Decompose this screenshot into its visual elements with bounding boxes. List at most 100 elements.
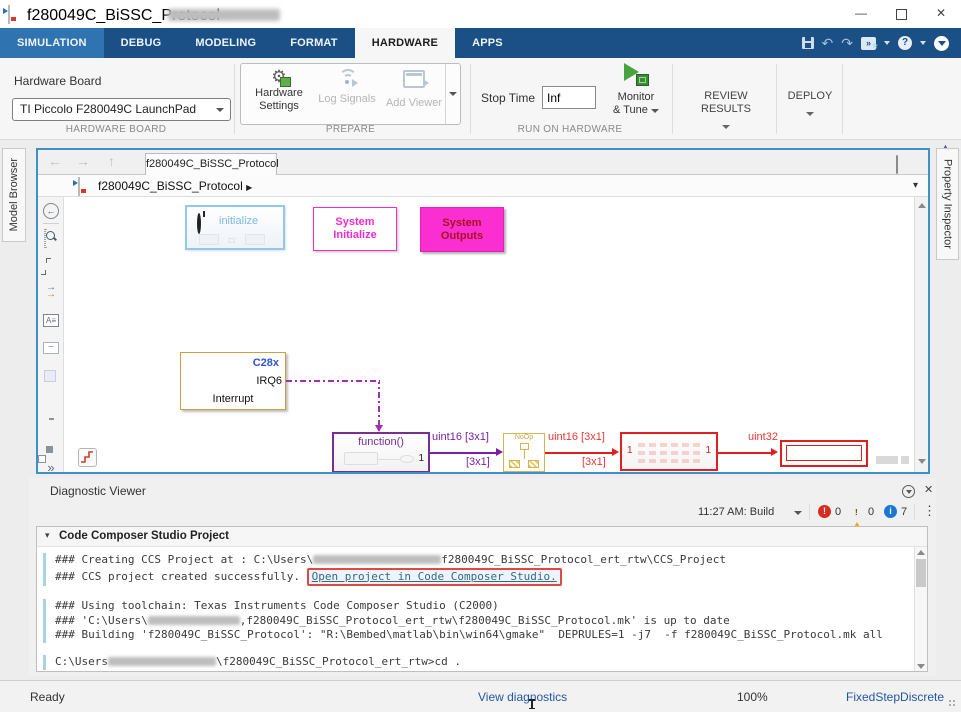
help-caret-icon[interactable]: [920, 41, 926, 45]
minimize-toolstrip-icon[interactable]: [934, 35, 949, 51]
info-icon[interactable]: i: [884, 505, 897, 518]
area-icon[interactable]: [44, 370, 56, 382]
diagnostic-viewer-title: Diagnostic Viewer: [50, 484, 146, 498]
scroll-up-icon[interactable]: [917, 550, 925, 555]
deploy-button[interactable]: DEPLOY: [782, 60, 838, 124]
breadcrumb-dropdown-icon[interactable]: ▾: [912, 180, 918, 191]
log-section-header[interactable]: ▾ Code Composer Studio Project: [37, 527, 927, 547]
review-results-label: REVIEW RESULTS: [701, 90, 751, 115]
prepare-gallery-expand[interactable]: [445, 64, 460, 124]
save-icon[interactable]: [801, 37, 814, 49]
nav-forward-icon[interactable]: →: [76, 153, 90, 169]
group-separator: [776, 64, 777, 134]
redo-icon[interactable]: ↷: [841, 34, 853, 51]
model-editor-window: ← → ↑ f280049C_BiSSC_Protocol f280049C_B…: [36, 148, 930, 475]
warning-glyph: !: [855, 508, 858, 517]
error-icon[interactable]: !: [818, 505, 831, 518]
resize-grip[interactable]: [948, 699, 956, 707]
log-text: ### CCS project created successfully.: [55, 569, 307, 583]
review-results-button[interactable]: REVIEW RESULTS: [680, 60, 772, 129]
hardware-toolstrip: Hardware Board TI Piccolo F280049C Launc…: [0, 58, 961, 140]
log-signals-label: Log Signals: [318, 93, 376, 105]
noop-block[interactable]: NoOp: [503, 433, 545, 472]
out-port-label: 1: [418, 453, 424, 464]
undo-icon[interactable]: ↶: [821, 34, 834, 51]
system-outputs-block[interactable]: System Outputs: [420, 207, 504, 252]
collapse-toolstrip-button[interactable]: ▲: [941, 142, 950, 152]
keyboard-shortcuts-icon[interactable]: [896, 155, 898, 174]
noop-shape: [520, 443, 529, 450]
nav-back-icon[interactable]: ←: [48, 153, 62, 169]
error-highlighted-subsystem-block[interactable]: 1 1: [620, 432, 718, 471]
redacted-title-text: [168, 9, 280, 21]
canvas-vertical-scrollbar[interactable]: [914, 197, 928, 472]
scroll-down-icon[interactable]: [917, 664, 925, 669]
zoom-icon[interactable]: [44, 229, 46, 248]
solver-link[interactable]: FixedStepDiscrete: [846, 690, 945, 704]
image-annotation-icon[interactable]: ~: [43, 342, 59, 354]
log-scrollbar[interactable]: [914, 547, 927, 671]
signal-line[interactable]: [430, 452, 496, 454]
signal-arrowhead: [612, 448, 619, 456]
build-stage-dropdown[interactable]: 11:27 AM: Build: [698, 506, 775, 518]
view-diagnostics-link[interactable]: View diagnostics: [478, 690, 568, 704]
signal-line[interactable]: [718, 452, 772, 454]
screenshot-icon[interactable]: » ★: [861, 36, 878, 50]
open-ccs-project-link[interactable]: Open project in Code Composer Studio.: [311, 569, 557, 583]
hardware-board-select[interactable]: TI Piccolo F280049C LaunchPad: [12, 98, 231, 121]
annotation-icon[interactable]: A≡: [43, 314, 59, 327]
horizontal-scrollbar[interactable]: [876, 456, 898, 464]
scrollbar-thumb[interactable]: [916, 559, 926, 587]
dock-menu-icon[interactable]: [902, 485, 915, 498]
tab-hardware[interactable]: HARDWARE: [354, 28, 456, 58]
more-options-icon[interactable]: ⋮: [923, 503, 936, 518]
expand-palette-icon[interactable]: »: [47, 460, 55, 475]
warning-icon[interactable]: !: [850, 505, 864, 534]
minimize-button[interactable]: —: [855, 6, 867, 20]
info-count: 7: [901, 506, 908, 518]
scroll-down-icon[interactable]: [918, 459, 926, 464]
hide-explorer-icon[interactable]: ←: [43, 203, 59, 219]
initialize-block[interactable]: initialize: [185, 205, 285, 250]
model-browser-tab[interactable]: Model Browser: [2, 148, 26, 242]
interrupt-signal-line[interactable]: [378, 382, 380, 426]
property-inspector-tab[interactable]: Property Inspector: [936, 148, 959, 260]
add-viewer-button: Add Viewer: [383, 66, 445, 124]
maximize-button[interactable]: [881, 0, 921, 27]
close-diagnostic-icon[interactable]: ✕: [924, 484, 934, 496]
nav-up-icon[interactable]: ↑: [108, 153, 115, 169]
group-separator: [470, 64, 471, 134]
scroll-up-icon[interactable]: [918, 203, 926, 208]
display-block[interactable]: [780, 440, 868, 467]
stage-caret-icon[interactable]: [794, 511, 802, 515]
redacted-path: [107, 657, 216, 666]
warning-count: 0: [868, 506, 875, 518]
interrupt-block[interactable]: C28x IRQ6 Interrupt: [180, 352, 286, 410]
close-button[interactable]: ✕: [935, 6, 947, 20]
signal-line[interactable]: [545, 452, 613, 454]
tab-modeling[interactable]: MODELING: [195, 37, 257, 49]
shortcuts-caret-icon[interactable]: [884, 41, 890, 45]
model-canvas[interactable]: initialize System Initialize System Outp…: [64, 197, 914, 472]
horizontal-scrollbar[interactable]: [901, 456, 909, 464]
function-call-subsystem-block[interactable]: function() 1: [332, 432, 430, 472]
hardware-settings-button[interactable]: ⚙ Hardware Settings: [247, 66, 311, 124]
breadcrumb[interactable]: f280049C_BiSSC_Protocol ▶: [98, 179, 252, 193]
noop-shape: [528, 460, 539, 468]
section-collapse-icon[interactable]: ▾: [45, 530, 50, 540]
tab-apps[interactable]: APPS: [472, 37, 503, 49]
help-icon[interactable]: ?: [898, 36, 912, 50]
signal-routing-icon[interactable]: → →: [43, 283, 59, 300]
signal-type-label: uint16 [3x1]: [548, 431, 605, 443]
tab-format[interactable]: FORMAT: [290, 37, 338, 49]
interrupt-signal-line[interactable]: [286, 380, 380, 382]
deploy-label: DEPLOY: [787, 90, 833, 102]
tab-simulation[interactable]: SIMULATION: [0, 28, 104, 58]
tab-debug[interactable]: DEBUG: [120, 37, 162, 49]
monitor-tune-button[interactable]: Monitor & Tune: [600, 62, 672, 126]
sample-time-legend-button[interactable]: [78, 448, 97, 467]
log-line: ### 'C:\Users\ ,f280049C_BiSSC_Protocol_e…: [55, 614, 883, 629]
system-initialize-block[interactable]: System Initialize: [313, 207, 397, 251]
model-tab[interactable]: f280049C_BiSSC_Protocol: [145, 153, 279, 175]
stop-time-input[interactable]: [542, 86, 596, 109]
